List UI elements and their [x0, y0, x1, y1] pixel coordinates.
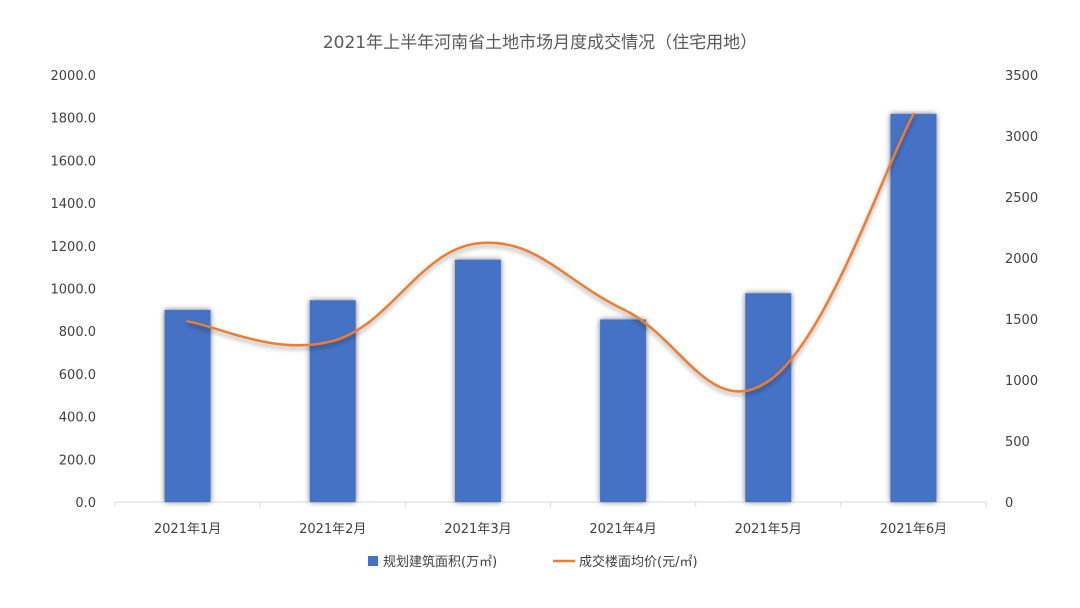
x-tick-label: 2021年6月 [880, 522, 947, 537]
left-tick-label: 800.0 [59, 325, 96, 340]
bar [600, 319, 647, 502]
left-tick-label: 1000.0 [51, 283, 97, 298]
right-tick-label: 2000 [1005, 252, 1038, 267]
left-axis-ticks: 0.0 200.0 400.0 600.0 800.0 1000.0 1200.0 1400.… [51, 69, 97, 511]
left-tick-label: 1600.0 [51, 154, 97, 169]
chart-title: 2021年上半年河南省土地市场月度成交情况（住宅用地） [323, 33, 757, 53]
left-tick-label: 0.0 [75, 496, 96, 511]
x-tick-label: 2021年3月 [444, 522, 511, 537]
left-tick-label: 1800.0 [51, 112, 97, 127]
legend: 规划建筑面积(万㎡) 成交楼面均价(元/㎡) [368, 554, 698, 570]
x-tick-label: 2021年2月 [299, 522, 366, 537]
right-tick-label: 3500 [1005, 69, 1038, 84]
legend-label-bar: 规划建筑面积(万㎡) [383, 554, 497, 570]
legend-swatch-bar [368, 556, 378, 566]
legend-label-line: 成交楼面均价(元/㎡) [579, 554, 698, 570]
price-line [186, 112, 915, 393]
line-series [186, 112, 915, 393]
left-tick-label: 200.0 [59, 453, 96, 468]
bar [890, 113, 937, 503]
x-axis-labels: 2021年1月 2021年2月 2021年3月 2021年4月 2021年5月 2021年… [154, 522, 947, 537]
left-tick-label: 2000.0 [51, 69, 97, 84]
x-axis-ticks [114, 502, 987, 507]
left-tick-label: 600.0 [59, 368, 96, 383]
x-tick-label: 2021年4月 [589, 522, 656, 537]
bar-series [164, 113, 937, 503]
bar [309, 300, 356, 502]
right-tick-label: 1500 [1005, 313, 1038, 328]
right-tick-label: 2500 [1005, 191, 1038, 206]
x-tick-label: 2021年1月 [154, 522, 221, 537]
right-tick-label: 500 [1005, 435, 1030, 450]
right-tick-label: 1000 [1005, 374, 1038, 389]
left-tick-label: 1200.0 [51, 240, 97, 255]
right-tick-label: 0 [1005, 496, 1013, 511]
right-axis-ticks: 0 500 1000 1500 2000 2500 3000 3500 [1005, 69, 1038, 511]
left-tick-label: 1400.0 [51, 197, 97, 212]
bar [164, 309, 211, 502]
bar [745, 293, 792, 502]
bar [454, 259, 501, 502]
right-tick-label: 3000 [1005, 130, 1038, 145]
x-tick-label: 2021年5月 [735, 522, 802, 537]
left-tick-label: 400.0 [59, 411, 96, 426]
